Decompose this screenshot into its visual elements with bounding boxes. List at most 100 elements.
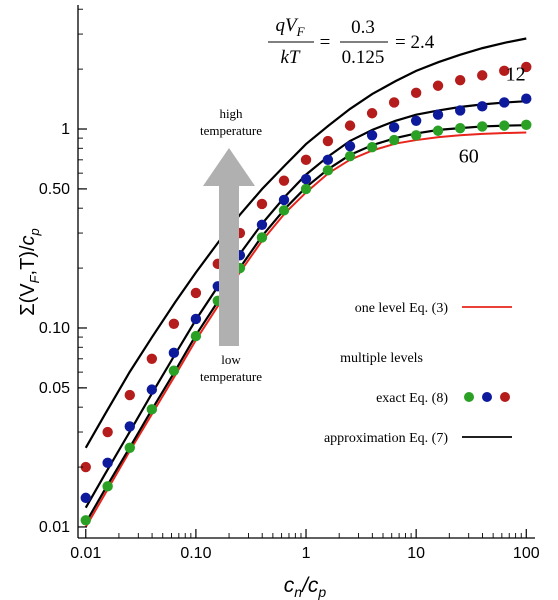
red-dots-point: [388, 97, 400, 108]
x-axis-title: cn/cp: [284, 574, 327, 600]
legend-multiple-levels-label: multiple levels: [340, 351, 423, 366]
ticks: 0.01 0.10 1 10 100 0.01 0.05 0.10 0.50 1: [39, 8, 540, 562]
blue-dots-point: [477, 101, 488, 112]
blue-dots-point: [344, 140, 356, 152]
y-axis-title-sigma: Σ(V: [17, 283, 39, 316]
arrow-bottom-label-2: temperature: [200, 369, 262, 384]
y-axis-title-cp-sub: p: [27, 228, 42, 236]
red-dots-point: [322, 135, 334, 147]
y-axis-title-group: Σ(VF,T)/cp: [17, 228, 42, 316]
equation-rhs-numerator: 0.3: [351, 17, 375, 38]
blue-dots-point: [190, 313, 202, 325]
x-tick-label: 10: [407, 545, 425, 562]
axes: [77, 5, 535, 539]
blue-dots-point: [499, 97, 510, 108]
y-axis-title: Σ(VF,T)/cp: [17, 228, 42, 316]
equation-lhs-qv: qV: [275, 15, 299, 36]
y-tick-label: 0.50: [39, 181, 70, 198]
temperature-arrow: high temperature low temperature: [200, 106, 262, 384]
green-dots-point: [146, 404, 158, 415]
red-dots-point: [278, 175, 290, 186]
legend-exact-swatch-blue: [482, 392, 492, 402]
blue-dots-point: [410, 115, 422, 126]
curve-label-60: 60: [459, 145, 479, 167]
green-dots-point: [300, 183, 312, 195]
blue-dots-point: [124, 421, 135, 432]
curve-approximation-3: [84, 37, 527, 449]
equation: qVF kT = 0.3 0.125 = 2.4: [268, 15, 435, 68]
legend-exact-label: exact Eq. (8): [376, 391, 448, 406]
x-axis-title-cn-sub: n: [294, 584, 302, 600]
red-dots-point: [477, 70, 488, 81]
blue-dots-point: [300, 173, 312, 185]
green-dots-point: [366, 142, 378, 153]
y-tick-label: 1: [61, 121, 70, 138]
x-tick-label: 1: [302, 545, 311, 562]
green-dots-point: [499, 120, 510, 131]
green-dots-point: [168, 365, 180, 376]
blue-dots-point: [80, 492, 91, 504]
y-tick-label: 0.05: [39, 380, 70, 397]
green-dots-point: [102, 481, 113, 492]
equation-lhs-f: F: [296, 24, 306, 39]
arrow-top-label-2: temperature: [200, 123, 262, 138]
x-axis-title-cp-sub: p: [317, 584, 326, 600]
legend-approximation-label: approximation Eq. (7): [324, 431, 448, 446]
blue-dots-point: [521, 93, 532, 104]
x-tick-label: 0.01: [70, 545, 101, 562]
blue-dots-point: [146, 384, 158, 395]
arrow-shaft: [219, 186, 239, 346]
green-dots-point: [410, 130, 422, 141]
red-dots-point: [80, 461, 91, 473]
y-tick-label: 0.01: [39, 519, 70, 536]
red-dots-point: [102, 426, 113, 438]
legend-one-level-label: one level Eq. (3): [355, 301, 449, 316]
equation-rhs-denominator: 0.125: [342, 47, 385, 68]
x-tick-label: 100: [513, 545, 540, 562]
legend: one level Eq. (3) multiple levels exact …: [324, 301, 512, 446]
legend-exact-swatch-green: [464, 392, 474, 402]
equation-lhs-numerator: qVF: [275, 15, 305, 39]
arrow-bottom-label-1: low: [221, 352, 241, 367]
red-dots-point: [521, 61, 532, 73]
equation-equals: =: [320, 32, 331, 53]
red-dots-point: [300, 154, 312, 166]
x-tick-label: 0.10: [180, 545, 211, 562]
green-dots-point: [344, 151, 356, 162]
x-axis-title-slash: /c: [300, 574, 319, 597]
green-dots-point: [454, 122, 466, 134]
y-axis-title-vf-sub: F: [27, 274, 42, 283]
blue-dots-point: [454, 105, 466, 116]
green-dots-point: [256, 232, 268, 243]
y-axis-title-c: c: [17, 235, 39, 245]
red-dots-point: [256, 198, 268, 210]
red-dots-point: [410, 87, 422, 99]
green-dots-point: [477, 121, 488, 132]
blue-dots-point: [432, 109, 444, 120]
green-dots-point: [521, 119, 532, 130]
red-dots-point: [146, 353, 158, 364]
blue-dots-point: [256, 219, 268, 231]
red-dots-point: [344, 120, 356, 131]
red-dots-point: [124, 389, 135, 401]
data-points: [80, 61, 532, 526]
red-dots-point: [499, 65, 510, 77]
y-tick-label: 0.10: [39, 320, 70, 337]
curve-label-12: 12: [506, 64, 526, 86]
x-axis-title-cn: c: [284, 574, 295, 597]
green-dots-point: [388, 134, 400, 146]
y-axis-title-mid: ,T)/: [17, 245, 39, 275]
blue-dots-point: [388, 122, 400, 133]
red-dots-point: [168, 318, 180, 329]
red-dots-point: [454, 74, 466, 86]
blue-dots-point: [168, 347, 180, 359]
green-dots-point: [322, 165, 334, 176]
green-dots-point: [124, 442, 135, 453]
red-dots-point: [190, 287, 202, 299]
blue-dots-point: [102, 457, 113, 469]
equation-result: = 2.4: [395, 32, 435, 53]
green-dots-point: [80, 515, 91, 526]
blue-dots-point: [278, 194, 290, 206]
green-dots-point: [278, 205, 290, 216]
